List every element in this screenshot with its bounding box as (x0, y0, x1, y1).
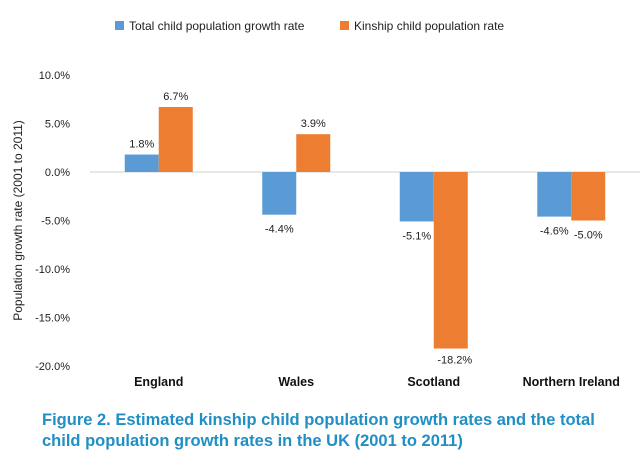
bars (124, 107, 606, 349)
data-label: 3.9% (301, 118, 326, 130)
legend-swatch-2 (340, 21, 349, 30)
bar-chart: Total child population growth rate Kinshi… (11, 19, 640, 389)
bar-1-england (124, 154, 159, 172)
legend-swatch-1 (115, 21, 124, 30)
y-tick-label: 5.0% (45, 119, 70, 131)
y-axis-title-group: Population growth rate (2001 to 2011) (11, 120, 25, 321)
legend-label-2: Kinship child population rate (354, 19, 504, 33)
data-label: -4.4% (265, 224, 294, 236)
bar-2-wales (296, 134, 331, 172)
data-label: -18.2% (437, 355, 472, 367)
data-label: 1.8% (129, 139, 154, 151)
data-label: -4.6% (540, 226, 569, 238)
bar-1-scotland (399, 172, 434, 222)
bar-1-northern-ireland (537, 172, 572, 217)
data-label: -5.1% (402, 230, 431, 242)
bar-1-wales (262, 172, 297, 215)
y-tick-label: -5.0% (41, 216, 70, 228)
x-category-label: Wales (278, 375, 314, 389)
y-axis: 10.0% 5.0% 0.0% -5.0% -10.0% -15.0% -20.0% (35, 70, 70, 373)
y-tick-label: -10.0% (35, 264, 70, 276)
data-label: -5.0% (574, 230, 603, 242)
y-tick-label: 0.0% (45, 167, 70, 179)
bar-2-northern-ireland (571, 172, 606, 221)
legend: Total child population growth rate Kinshi… (115, 19, 504, 33)
y-tick-label: -15.0% (35, 313, 70, 325)
bar-2-england (158, 107, 193, 172)
category-labels: England Wales Scotland Northern Ireland (134, 375, 620, 389)
y-axis-title: Population growth rate (2001 to 2011) (11, 120, 25, 321)
data-label: 6.7% (163, 91, 188, 103)
x-category-label: Northern Ireland (523, 375, 620, 389)
x-category-label: Scotland (407, 375, 460, 389)
x-category-label: England (134, 375, 183, 389)
chart: Total child population growth rate Kinshi… (11, 19, 640, 389)
figure-caption: Figure 2. Estimated kinship child popula… (42, 411, 595, 450)
y-tick-label: 10.0% (39, 70, 70, 82)
legend-label-1: Total child population growth rate (129, 19, 305, 33)
y-tick-label: -20.0% (35, 361, 70, 373)
bar-2-scotland (433, 172, 468, 349)
data-labels: 1.8% 6.7% -4.4% 3.9% -5.1% -18.2% -4.6% -5.0% (129, 91, 603, 367)
